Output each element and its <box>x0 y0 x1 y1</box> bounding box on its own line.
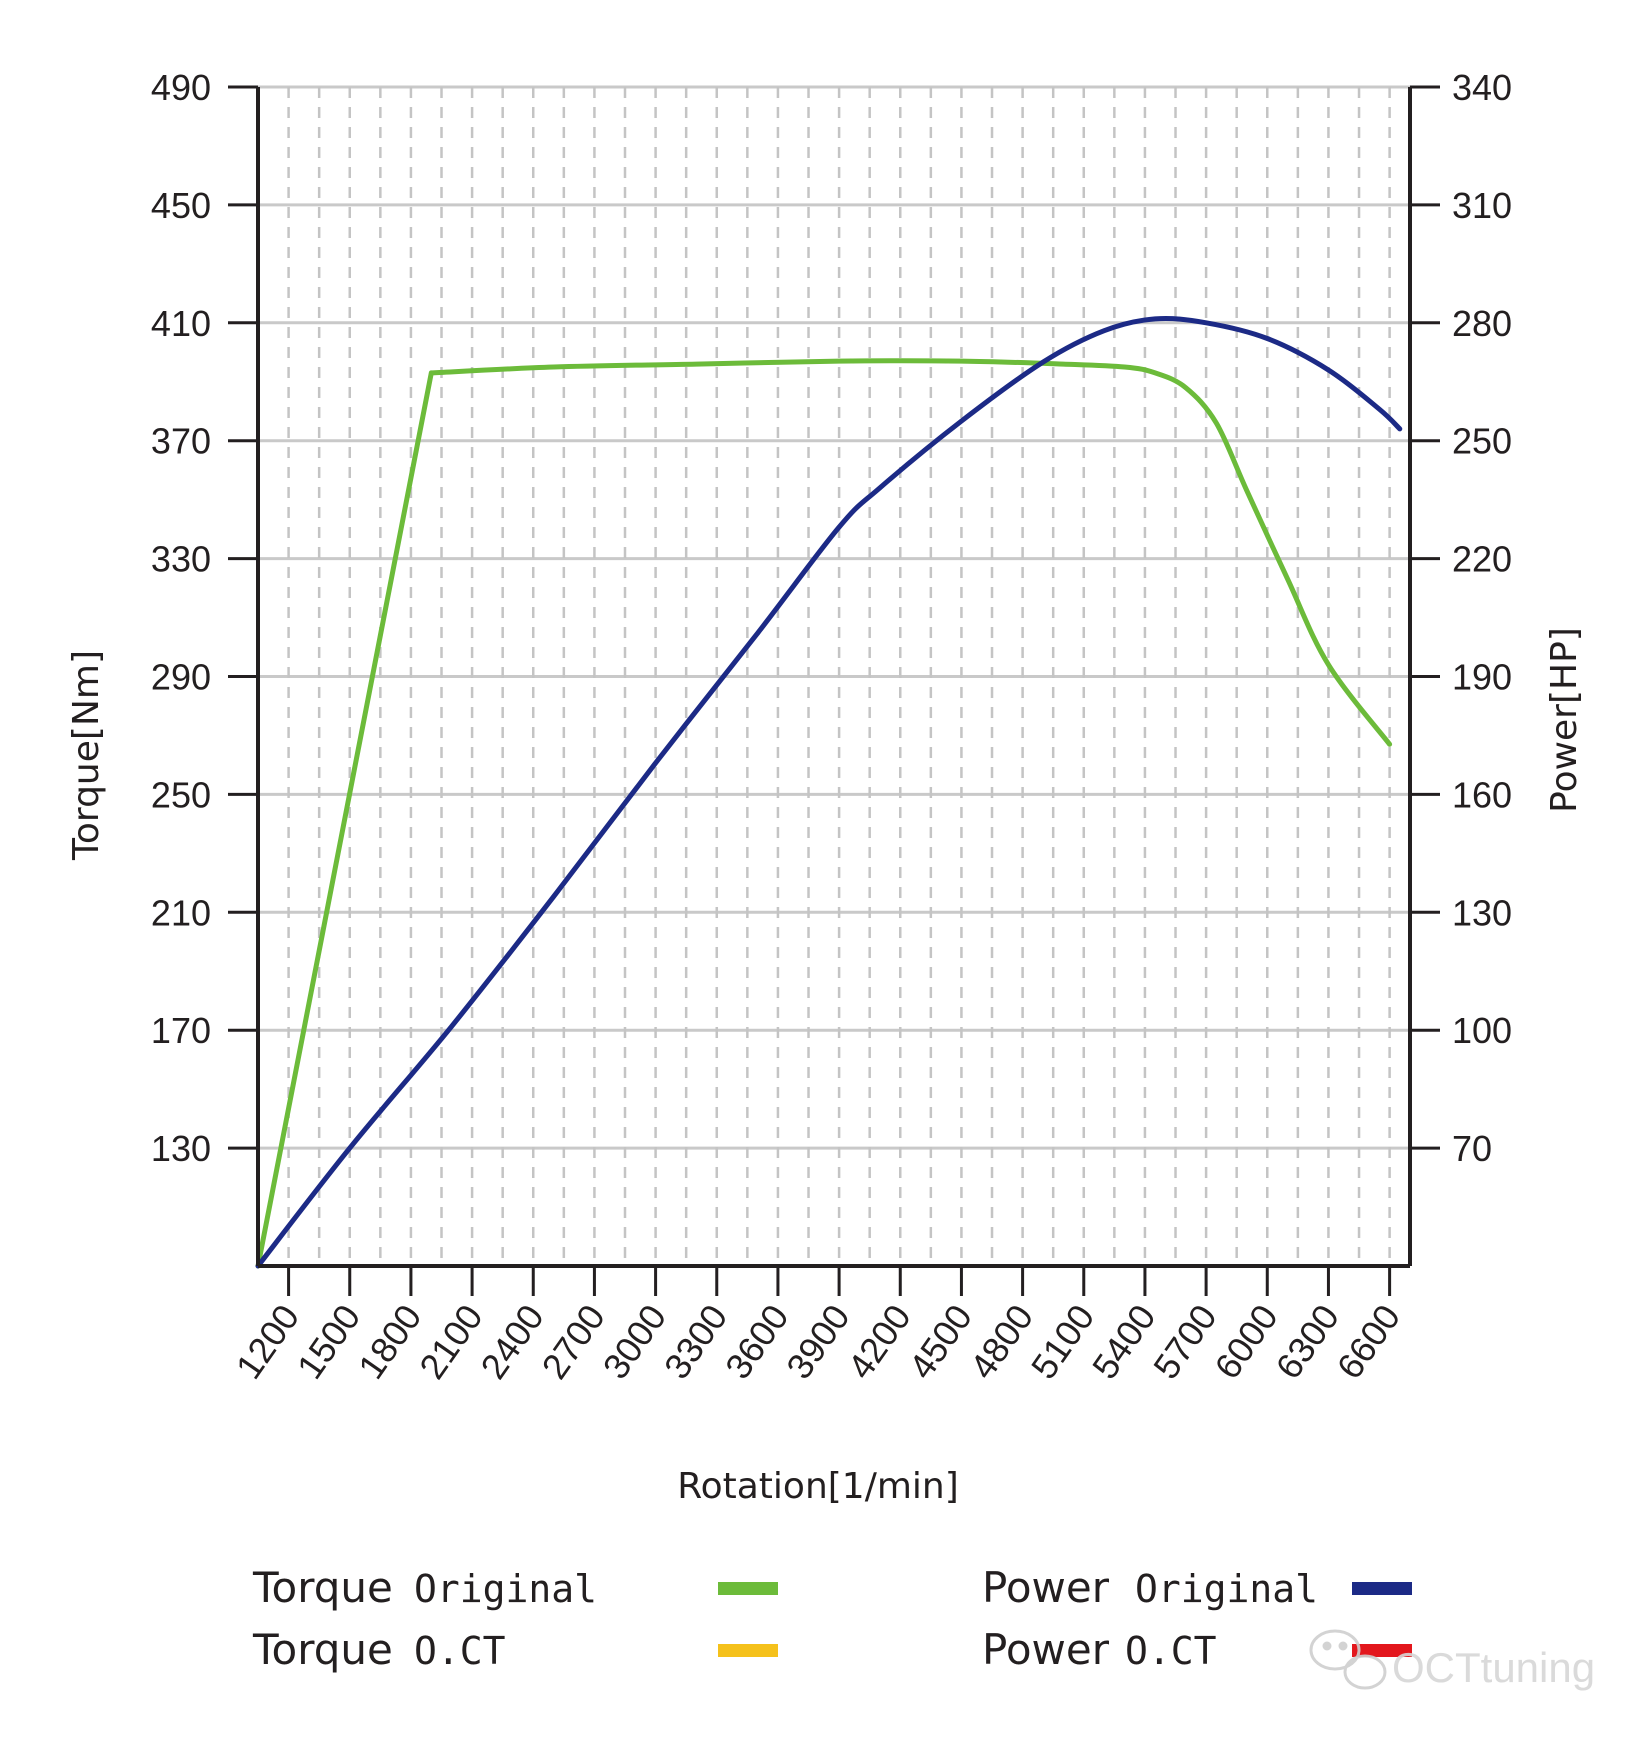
legend-name: Power <box>982 1625 1110 1674</box>
x-tick-label: 6300 <box>1267 1297 1347 1386</box>
legend-swatch <box>1352 1644 1412 1657</box>
x-tick-label: 3300 <box>656 1297 736 1386</box>
x-tick-label: 2100 <box>411 1297 491 1386</box>
x-tick-label: 3900 <box>778 1297 858 1386</box>
y-left-axis-title: Torque[Nm] <box>66 650 107 861</box>
x-axis-title: Rotation[1/min] <box>677 1466 959 1507</box>
x-tick-label: 3000 <box>595 1297 675 1386</box>
legend-item-power-oct: Power O.CT <box>982 1625 1412 1674</box>
x-tick-label: 1800 <box>350 1297 430 1386</box>
legend-name: Torque <box>252 1563 393 1612</box>
y-right-tick-label: 100 <box>1452 1010 1512 1051</box>
legend-swatch <box>718 1582 778 1595</box>
series-line-power-original <box>255 315 1403 1269</box>
tick-labels: 490 450 410 370 330 290 250 210 170 130 340 310 280 2… <box>151 67 1512 1386</box>
axes <box>228 85 1440 1296</box>
x-tick-label: 1500 <box>289 1297 369 1386</box>
legend-item-torque-original: Torque Original <box>252 1563 778 1612</box>
x-tick-label: 4500 <box>900 1297 980 1386</box>
legend-swatch <box>1352 1582 1412 1595</box>
x-tick-label: 5100 <box>1023 1297 1103 1386</box>
x-tick-label: 6600 <box>1329 1297 1409 1386</box>
y-left-tick-label: 330 <box>151 539 211 580</box>
y-right-axis-title: Power[HP] <box>1544 627 1585 813</box>
watermark-text: OCTtuning <box>1392 1644 1595 1691</box>
y-left-tick-label: 410 <box>151 303 211 344</box>
y-right-tick-label: 310 <box>1452 185 1512 226</box>
legend-name: Torque <box>252 1625 393 1674</box>
y-left-tick-label: 450 <box>151 185 211 226</box>
legend-item-torque-oct: Torque O.CT <box>252 1625 778 1674</box>
legend-swatch <box>718 1644 778 1657</box>
legend-item-power-original: Power Original <box>982 1563 1412 1612</box>
x-tick-label: 4800 <box>962 1297 1042 1386</box>
wechat-icon <box>1309 1629 1387 1690</box>
y-left-tick-label: 170 <box>151 1010 211 1051</box>
x-tick-label: 3600 <box>717 1297 797 1386</box>
y-right-tick-label: 70 <box>1452 1128 1492 1169</box>
legend-variant: Original <box>414 1567 597 1611</box>
x-tick-label: 5400 <box>1084 1297 1164 1386</box>
y-right-tick-label: 220 <box>1452 539 1512 580</box>
legend-variant: Original <box>1135 1567 1318 1611</box>
y-left-tick-label: 290 <box>151 657 211 698</box>
x-tick-label: 1200 <box>228 1297 308 1386</box>
x-tick-label: 6000 <box>1206 1297 1286 1386</box>
x-tick-label: 4200 <box>839 1297 919 1386</box>
y-left-tick-label: 130 <box>151 1128 211 1169</box>
series-line-torque-original <box>255 358 1393 1269</box>
y-right-tick-label: 250 <box>1452 421 1512 462</box>
legend-variant: O.CT <box>414 1629 506 1673</box>
legend-name: Power <box>982 1563 1110 1612</box>
watermark: OCTtuning <box>1309 1629 1595 1691</box>
legend: Torque Original Torque O.CT Power Origin… <box>252 1563 1412 1674</box>
y-right-tick-label: 130 <box>1452 892 1512 933</box>
grid <box>258 85 1410 1266</box>
x-tick-label: 2700 <box>533 1297 613 1386</box>
y-left-tick-label: 210 <box>151 892 211 933</box>
y-right-tick-label: 280 <box>1452 303 1512 344</box>
series-lines <box>255 315 1403 1269</box>
y-left-tick-label: 370 <box>151 421 211 462</box>
y-left-tick-label: 250 <box>151 774 211 815</box>
y-right-tick-label: 160 <box>1452 774 1512 815</box>
y-left-tick-label: 490 <box>151 67 211 108</box>
x-tick-label: 5700 <box>1145 1297 1225 1386</box>
y-right-tick-label: 340 <box>1452 67 1512 108</box>
legend-variant: O.CT <box>1125 1629 1217 1673</box>
x-tick-label: 2400 <box>472 1297 552 1386</box>
y-right-tick-label: 190 <box>1452 657 1512 698</box>
